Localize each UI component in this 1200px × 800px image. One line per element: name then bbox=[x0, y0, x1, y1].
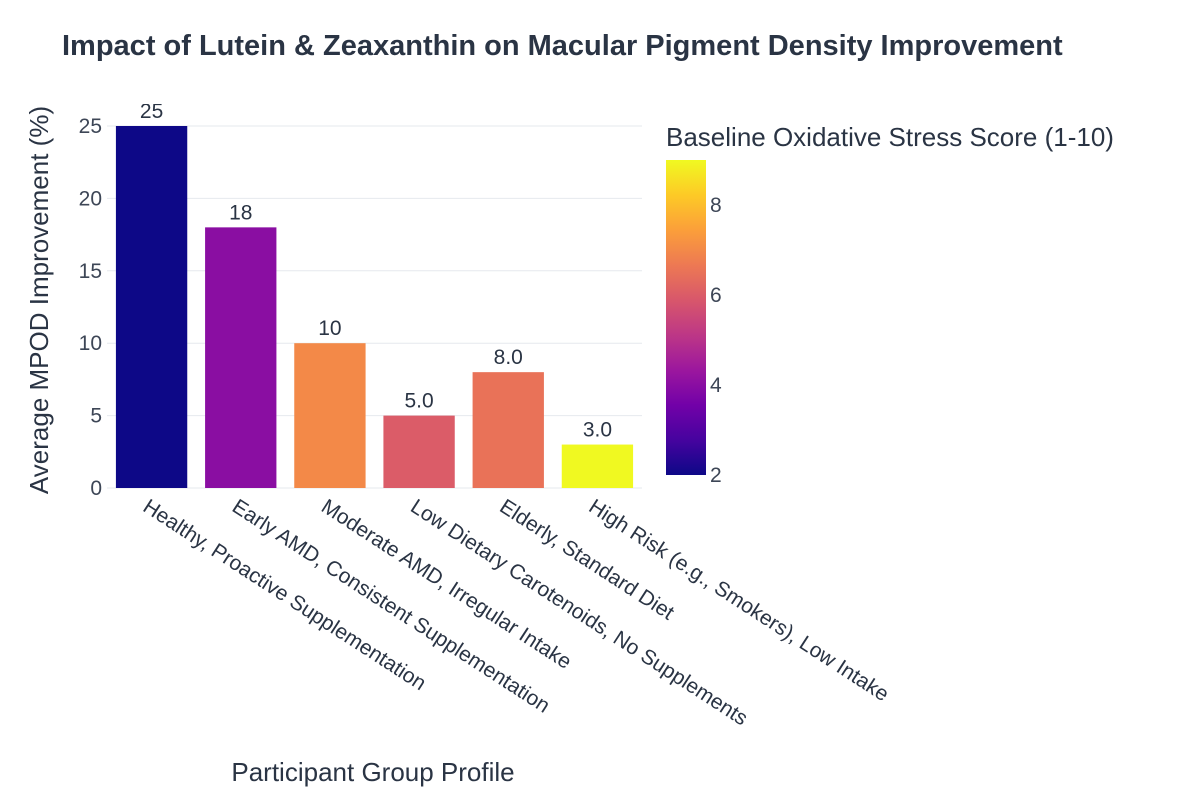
bar-value-label: 10 bbox=[318, 317, 341, 340]
y-tick-label: 10 bbox=[79, 332, 102, 355]
y-axis-ticks: 0 5 10 15 20 25 bbox=[79, 115, 102, 500]
bar bbox=[294, 343, 366, 488]
y-tick-label: 15 bbox=[79, 260, 102, 283]
bar bbox=[383, 415, 455, 488]
colorbar bbox=[666, 160, 706, 475]
x-tick-label: Early AMD, Consistent Supplementation bbox=[228, 495, 554, 718]
bar bbox=[115, 126, 188, 488]
chart-title: Impact of Lutein & Zeaxanthin on Macular… bbox=[62, 30, 1063, 62]
x-axis-ticks: Healthy, Proactive SupplementationEarly … bbox=[139, 495, 893, 730]
bar-value-label: 8.0 bbox=[494, 346, 523, 369]
bar-value-label: 5.0 bbox=[404, 390, 433, 413]
bar bbox=[472, 372, 544, 488]
colorbar-tick-label: 6 bbox=[710, 284, 722, 307]
bar-value-label: 18 bbox=[229, 201, 252, 224]
colorbar-tick-label: 4 bbox=[710, 374, 722, 397]
y-axis-title: Average MPOD Improvement (%) bbox=[24, 106, 54, 494]
y-tick-label: 5 bbox=[90, 405, 102, 428]
bar bbox=[561, 444, 634, 488]
colorbar-title: Baseline Oxidative Stress Score (1-10) bbox=[666, 122, 1114, 152]
x-tick-label: Low Dietary Carotenoids, No Supplements bbox=[406, 495, 751, 730]
gridlines bbox=[107, 125, 642, 489]
bar-value-label: 25 bbox=[140, 100, 163, 123]
colorbar-tick-label: 8 bbox=[710, 194, 722, 217]
y-tick-label: 20 bbox=[79, 187, 102, 210]
y-tick-label: 0 bbox=[90, 477, 102, 500]
y-tick-label: 25 bbox=[79, 115, 102, 138]
colorbar-ticks: 2 4 6 8 bbox=[710, 194, 722, 487]
bar bbox=[205, 227, 277, 489]
x-axis-title: Participant Group Profile bbox=[231, 757, 514, 787]
colorbar-tick-label: 2 bbox=[710, 464, 722, 487]
bar-value-label: 3.0 bbox=[583, 419, 612, 442]
data-labels: 25 18 10 5.0 8.0 3.0 bbox=[140, 100, 612, 442]
bars bbox=[115, 126, 634, 489]
